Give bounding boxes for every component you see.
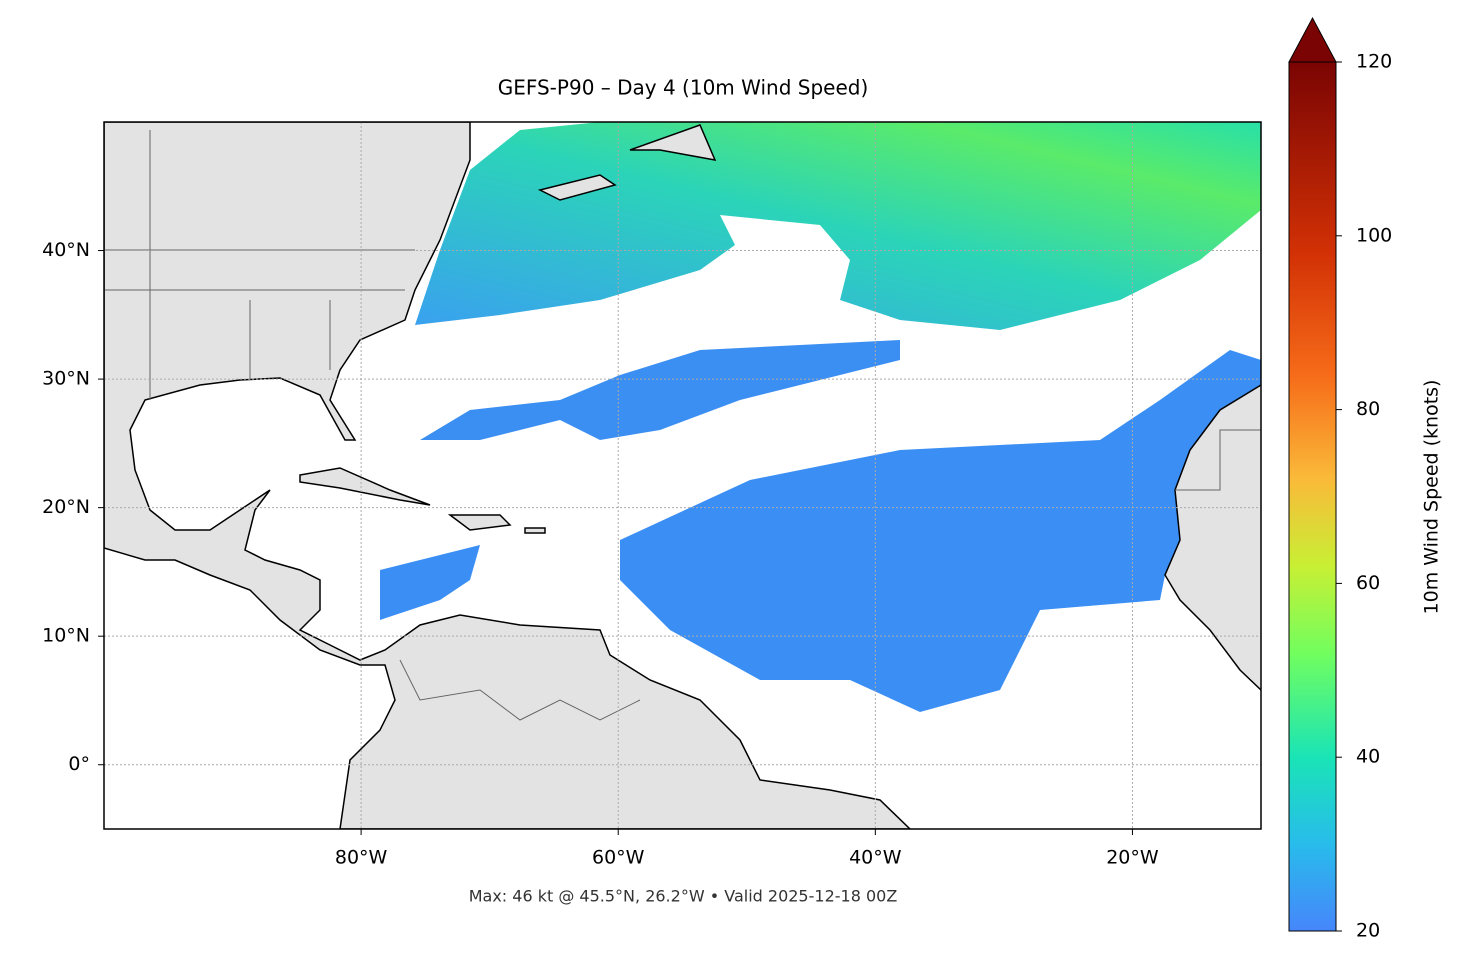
x-tick-label: 20°W xyxy=(1106,847,1159,869)
colorbar-label: 10m Wind Speed (knots) xyxy=(1421,380,1443,615)
colorbar-tick-label: 120 xyxy=(1356,51,1392,73)
grid xyxy=(104,122,1261,829)
colorbar-extend xyxy=(1288,16,1337,63)
colorbar-tick-label: 20 xyxy=(1356,920,1380,942)
y-tick-label: 10°N xyxy=(42,625,90,647)
x-tick-label: 80°W xyxy=(335,847,388,869)
y-tick-label: 30°N xyxy=(42,368,90,390)
y-tick-label: 40°N xyxy=(42,239,90,261)
map xyxy=(104,122,1261,829)
colorbar-tick-label: 80 xyxy=(1356,398,1380,420)
x-tick-label: 60°W xyxy=(592,847,645,869)
colorbar-tick-label: 40 xyxy=(1356,746,1380,768)
chart-title: GEFS-P90 – Day 4 (10m Wind Speed) xyxy=(498,76,869,100)
footer-note: Max: 46 kt @ 45.5°N, 26.2°W • Valid 2025… xyxy=(469,887,898,906)
map-frame xyxy=(103,121,1262,830)
y-tick-label: 20°N xyxy=(42,496,90,518)
colorbar-tick-label: 60 xyxy=(1356,572,1380,594)
y-tick-label: 0° xyxy=(68,753,90,775)
colorbar-tick-label: 100 xyxy=(1356,224,1392,246)
colorbar xyxy=(1288,61,1337,932)
x-tick-label: 40°W xyxy=(849,847,902,869)
land xyxy=(104,122,1261,829)
